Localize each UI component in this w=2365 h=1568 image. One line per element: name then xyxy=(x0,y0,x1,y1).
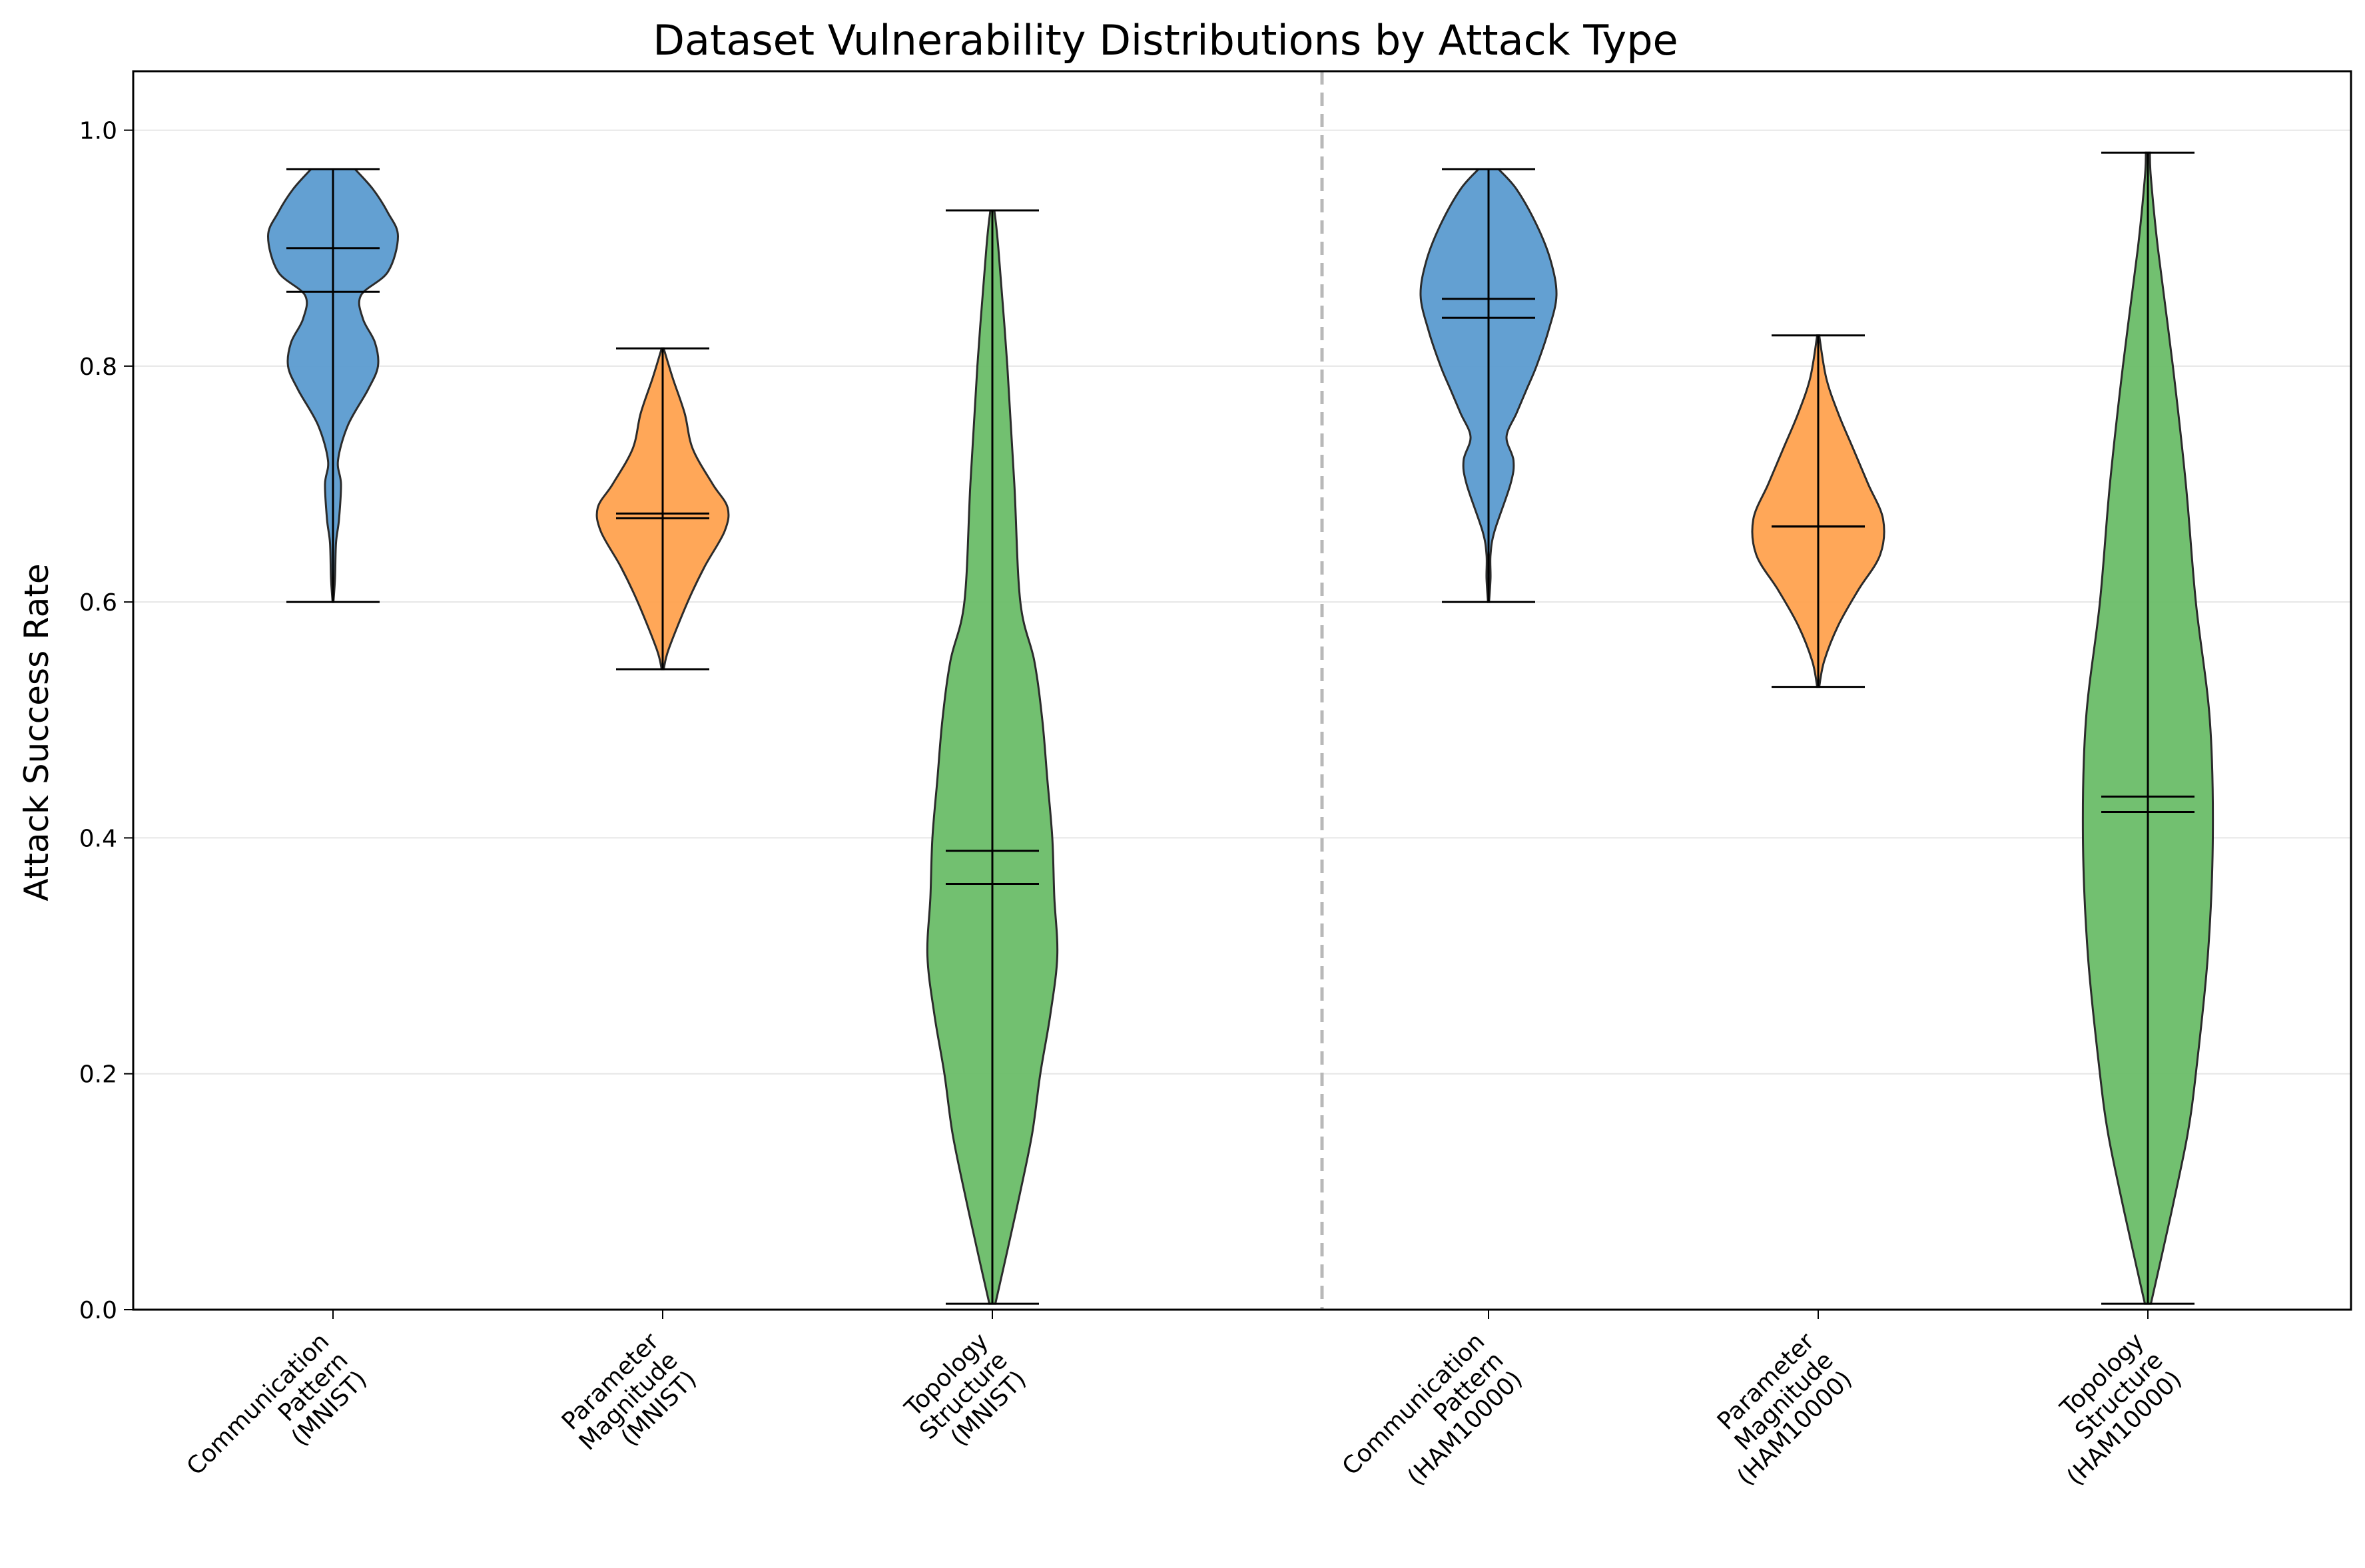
x-tick-label: CommunicationPattern(HAM10000) xyxy=(1337,1328,1528,1518)
y-tick-label: 0.4 xyxy=(79,825,117,852)
x-tick-label: ParameterMagnitude(MNIST) xyxy=(555,1328,703,1475)
y-tick-label: 1.0 xyxy=(79,118,117,145)
y-ticks: 0.0 0.2 0.4 0.6 0.8 1.0 xyxy=(79,118,133,1324)
x-tick-label: CommunicationPattern(MNIST) xyxy=(182,1328,372,1518)
y-axis-label: Attack Success Rate xyxy=(17,563,56,901)
x-tick-label: TopologyStructure(MNIST) xyxy=(896,1328,1032,1463)
x-tick-label: TopologyStructure(HAM10000) xyxy=(2024,1328,2187,1491)
violin-statistics xyxy=(286,151,2195,1305)
axes xyxy=(132,70,2352,1311)
plot-frame xyxy=(132,70,2352,1311)
y-tick-label: 0.6 xyxy=(79,589,117,617)
x-ticks: CommunicationPattern(MNIST) ParameterMagn… xyxy=(182,1310,2187,1518)
grid-lines xyxy=(133,129,2351,1075)
x-tick-label: ParameterMagnitude(HAM10000) xyxy=(1694,1328,1858,1491)
y-tick-label: 0.0 xyxy=(79,1297,117,1324)
y-tick-label: 0.2 xyxy=(79,1061,117,1089)
violins xyxy=(266,151,2214,1305)
chart-title: Dataset Vulnerability Distributions by A… xyxy=(653,16,1678,65)
y-tick-label: 0.8 xyxy=(79,354,117,381)
